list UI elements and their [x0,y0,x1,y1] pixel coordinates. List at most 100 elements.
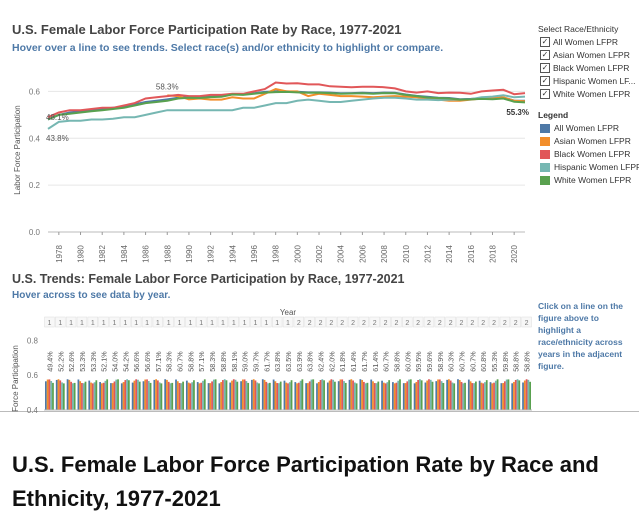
x-tick-label: 2018 [488,245,497,263]
bar [344,382,347,410]
bar [505,379,508,410]
year-header-cell [109,316,120,328]
year-header-label: 1 [156,320,160,327]
bar [478,380,481,410]
filter-black-women[interactable]: ✓ Black Women LFPR [540,63,629,73]
bar [66,379,69,410]
checkbox-icon[interactable]: ✓ [540,63,550,73]
x-tick-label: 2010 [402,245,411,263]
bar-value-label: 58.8% [186,351,195,372]
year-header-label: 1 [80,320,84,327]
year-header-label: 1 [275,320,279,327]
bar [77,379,80,410]
bar [272,379,275,410]
legend-item-black-women[interactable]: Black Women LFPR [540,149,630,159]
bar [377,381,380,410]
bar [482,383,485,410]
bar [424,382,427,410]
filter-hispanic-women[interactable]: ✓ Hispanic Women LF... [540,76,636,86]
x-tick-label: 1992 [207,245,216,263]
filter-label: Asian Women LFPR [553,50,630,60]
bar [382,382,385,410]
y-tick-label: 0.0 [29,228,41,237]
x-tick-label: 2002 [315,245,324,263]
year-header-label: 1 [134,320,138,327]
bar [50,380,53,410]
bar [523,380,526,410]
bar [370,379,373,410]
bar [297,382,300,410]
bar [251,379,253,410]
year-header-label: 1 [210,320,214,327]
bar-value-label: 58.1% [230,351,239,372]
year-header-cell [131,316,142,328]
bar [245,381,248,410]
bar [484,382,486,410]
year-header-cell [206,316,218,328]
bar [366,382,369,410]
bar [316,383,318,410]
bar [462,383,465,410]
checkbox-icon[interactable]: ✓ [540,37,550,47]
year-header-cell [174,316,185,328]
bar [185,380,188,410]
filter-label: Hispanic Women LF... [553,76,636,86]
line-chart[interactable]: 0.0 0.2 0.4 0.6 Labor Force Participation 197… [0,60,530,270]
bar [317,382,320,410]
bar-value-label: 63.9% [295,351,304,372]
bar [212,379,215,410]
year-header-label: 1 [58,320,62,327]
checkbox-icon[interactable]: ✓ [540,76,550,86]
bar-value-label: 54.2% [121,351,130,372]
bar-value-label: 63.8% [273,351,282,372]
bar [491,383,494,410]
bar-value-label: 53.3% [78,351,87,372]
y-tick-label: 0.4 [29,134,41,143]
filter-asian-women[interactable]: ✓ Asian Women LFPR [540,50,630,60]
filter-all-women[interactable]: ✓ All Women LFPR [540,37,618,47]
bar [182,381,184,410]
bar [193,380,195,410]
legend-item-asian-women[interactable]: Asian Women LFPR [540,136,631,146]
year-header-label: 2 [297,320,301,327]
bar [480,382,483,410]
bar [236,381,239,410]
legend-item-hispanic-women[interactable]: Hispanic Women LFPR [540,162,639,172]
x-tick-label: 2016 [467,245,476,263]
bar [117,379,119,410]
bar [198,383,201,410]
bar [493,382,495,410]
x-tick-label: 2014 [445,245,454,263]
bar [146,379,148,410]
year-header-label: 2 [340,320,344,327]
bar-chart[interactable]: Year 0.4 0.6 0.8 r Force Participation 1 49.4%… [0,303,535,413]
legend-swatch [540,175,550,185]
bar [131,382,134,410]
bar [359,379,362,410]
bar [189,383,192,410]
bar-value-label: 58.8% [523,351,532,372]
filter-white-women[interactable]: ✓ White Women LFPR [540,89,630,99]
bar-value-label: 60.7% [176,351,185,372]
bar [426,380,429,410]
bar [70,381,72,410]
bar [110,383,112,410]
bar [287,383,289,410]
bar [234,379,237,410]
legend-item-all-women[interactable]: All Women LFPR [540,123,619,133]
bar [95,380,98,410]
series-line [47,90,526,121]
legend-item-white-women[interactable]: White Women LFPR [540,175,631,185]
bar [73,382,76,410]
year-header-cell [488,316,500,328]
year-header-label: 1 [123,320,127,327]
bar [133,380,136,410]
bar [384,383,387,410]
checkbox-icon[interactable]: ✓ [540,50,550,60]
bar [500,383,503,410]
bar-value-label: 60.7% [468,351,477,372]
bar [429,379,432,410]
x-tick-label: 2006 [358,245,367,263]
checkbox-icon[interactable]: ✓ [540,89,550,99]
year-header-cell [261,316,272,328]
